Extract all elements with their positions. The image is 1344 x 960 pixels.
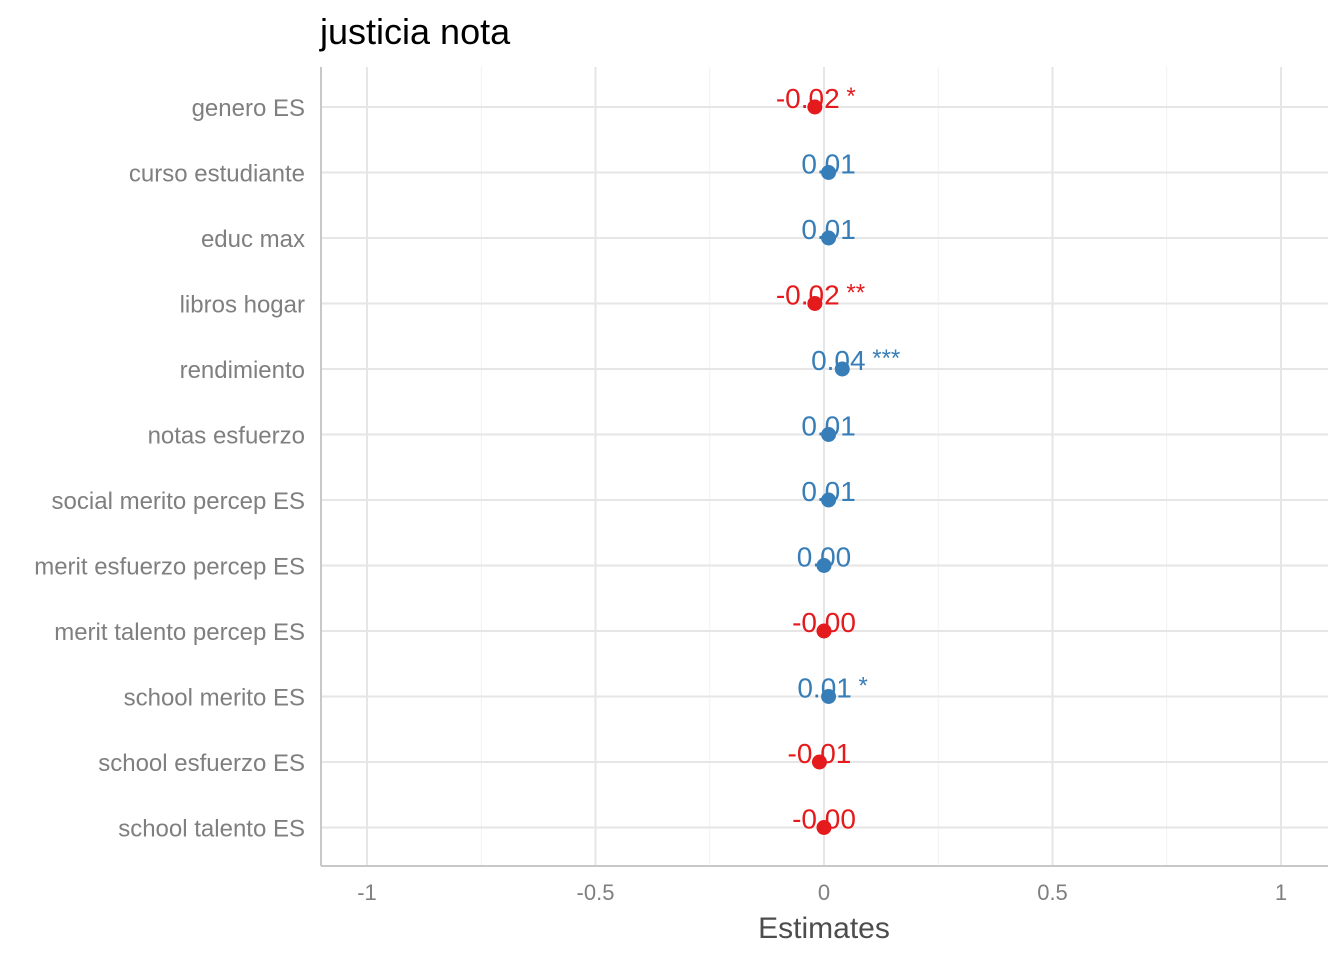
y-tick-label: rendimiento [180, 357, 305, 384]
estimate-point [807, 296, 823, 311]
y-tick-label: educ max [201, 226, 305, 253]
y-tick-label: notas esfuerzo [148, 423, 305, 450]
estimate-point [821, 230, 837, 246]
estimate-point [834, 361, 850, 377]
estimate-value-label: 0.01 [801, 476, 856, 507]
estimate-point [816, 558, 832, 573]
y-tick-label: school talento ES [118, 816, 305, 843]
estimate-value-label: -0.00 [792, 607, 856, 638]
x-axis-title: Estimates [758, 912, 890, 945]
y-tick-label: curso estudiante [129, 161, 305, 188]
estimate-point [821, 427, 837, 442]
estimate-value-label: 0.00 [797, 542, 852, 573]
x-tick-label: 0 [818, 880, 830, 905]
y-tick-label: genero ES [192, 95, 305, 122]
x-tick-label: -1 [357, 880, 377, 905]
estimate-value-label: -0.02 ** [776, 280, 865, 311]
estimate-value-label: -0.01 [788, 738, 852, 769]
y-tick-label: merit talento percep ES [54, 619, 305, 646]
y-axis-labels: genero ES curso estudiante educ max libros … [34, 95, 305, 843]
estimate-value-label: 0.01 [801, 411, 856, 442]
y-tick-label: social merito percep ES [52, 488, 305, 515]
x-axis-ticks: -1 -0.5 0 0.5 1 [357, 880, 1287, 905]
estimate-point [807, 99, 823, 115]
estimate-point [811, 754, 827, 770]
x-tick-label: 1 [1275, 880, 1287, 905]
x-tick-label: 0.5 [1037, 880, 1068, 905]
x-tick-label: -0.5 [577, 880, 615, 905]
estimate-value-label: 0.04 *** [811, 345, 900, 376]
estimate-markers: -0.02 * 0.01 0.01 -0.02 ** 0.04 *** 0.01 0.01 0… [776, 83, 900, 835]
estimate-value-label: 0.01 [801, 214, 856, 245]
estimate-point [816, 820, 832, 835]
estimate-value-label: -0.00 [792, 804, 856, 835]
y-tick-label: school merito ES [124, 685, 305, 712]
plot-axes [320, 67, 1328, 867]
y-tick-label: school esfuerzo ES [98, 750, 305, 777]
estimate-point [821, 165, 837, 180]
estimate-point [821, 689, 837, 704]
estimate-value-label: -0.02 * [776, 83, 856, 114]
estimate-point [821, 492, 837, 508]
y-tick-label: merit esfuerzo percep ES [34, 554, 305, 581]
estimate-value-label: 0.01 [801, 149, 856, 180]
y-tick-label: libros hogar [180, 292, 305, 319]
chart-title: justicia nota [319, 11, 511, 52]
estimate-point [816, 623, 832, 639]
estimate-value-label: 0.01 * [797, 673, 868, 704]
